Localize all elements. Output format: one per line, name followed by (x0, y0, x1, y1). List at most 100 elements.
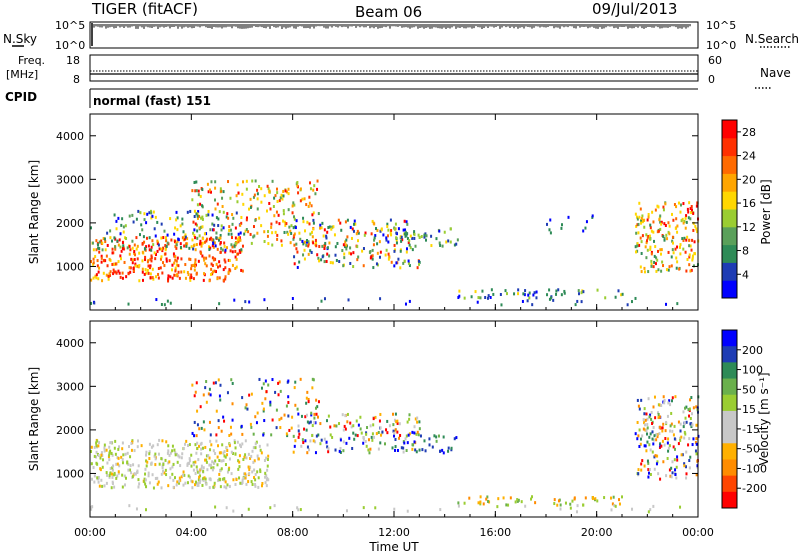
data-cell (113, 236, 116, 240)
data-cell (393, 431, 396, 435)
data-cell (138, 482, 141, 486)
data-cell (651, 210, 654, 214)
data-cell (656, 433, 659, 437)
data-cell (128, 244, 131, 248)
data-cell (553, 498, 556, 502)
data-cell (238, 236, 241, 240)
data-cell (379, 412, 382, 416)
data-cell (413, 425, 416, 429)
data-cell (630, 300, 633, 304)
data-cell (95, 276, 98, 280)
data-cell (293, 232, 296, 236)
data-cell (180, 456, 183, 460)
data-cell (136, 257, 139, 261)
data-cell (574, 303, 577, 307)
data-cell (294, 403, 297, 407)
data-cell (117, 269, 120, 273)
data-cell (275, 408, 278, 412)
radar-title: TIGER (fitACF) (91, 0, 198, 18)
data-cell (314, 192, 317, 196)
data-cell (505, 503, 508, 507)
data-cell (237, 459, 240, 463)
data-cell (667, 250, 670, 254)
data-cell (323, 437, 326, 441)
data-cell (158, 247, 161, 251)
data-cell (394, 445, 397, 449)
data-cell (578, 292, 581, 296)
data-cell (345, 509, 348, 513)
data-cell (398, 422, 401, 426)
data-cell (136, 264, 139, 268)
data-cell (214, 505, 217, 509)
data-cell (235, 478, 238, 482)
data-cell (411, 447, 414, 451)
data-cell (535, 296, 538, 300)
data-cell (413, 232, 416, 236)
data-cell (219, 233, 222, 237)
data-cell (683, 436, 686, 440)
data-cell (375, 432, 378, 436)
data-cell (548, 288, 551, 292)
data-cell (130, 448, 133, 452)
data-cell (668, 265, 671, 269)
data-cell (128, 214, 131, 218)
data-cell (636, 420, 639, 424)
data-cell (175, 218, 178, 222)
sky-left-label: N.Sky (3, 32, 37, 46)
data-cell (403, 441, 406, 445)
data-cell (197, 483, 200, 487)
data-cell (387, 252, 390, 256)
data-cell (227, 180, 230, 184)
data-cell (673, 437, 676, 441)
data-cell (302, 441, 305, 445)
colorbar-tick-label: 15 (742, 403, 756, 416)
data-cell (175, 273, 178, 277)
data-cell (195, 482, 198, 486)
data-cell (293, 234, 296, 238)
data-cell (236, 200, 239, 204)
data-cell (114, 245, 117, 249)
data-cell (315, 241, 318, 245)
data-cell (676, 224, 679, 228)
data-cell (283, 220, 286, 224)
data-cell (191, 189, 194, 193)
data-cell (231, 245, 234, 249)
cpid-mode-text: normal (fast) 151 (93, 94, 211, 108)
data-cell (386, 225, 389, 229)
data-cell (657, 268, 660, 272)
data-cell (226, 470, 229, 474)
data-cell (249, 205, 252, 209)
data-cell (144, 478, 147, 482)
data-cell (201, 241, 204, 245)
data-cell (675, 217, 678, 221)
data-cell (157, 243, 160, 247)
data-cell (295, 219, 298, 223)
data-cell (636, 217, 639, 221)
data-cell (490, 288, 493, 292)
data-cell (658, 403, 661, 407)
data-cell (109, 229, 112, 233)
data-cell (689, 455, 692, 459)
data-cell (221, 443, 224, 447)
data-cell (201, 215, 204, 219)
data-cell (673, 471, 676, 475)
data-cell (90, 507, 93, 511)
data-cell (197, 210, 200, 214)
data-cell (428, 443, 431, 447)
data-cell (406, 222, 409, 226)
data-cell (188, 457, 191, 461)
data-cell (355, 419, 358, 423)
data-cell (485, 497, 488, 501)
data-cell (644, 245, 647, 249)
data-cell (360, 431, 363, 435)
data-cell (139, 233, 142, 237)
data-cell (298, 432, 301, 436)
data-cell (195, 180, 198, 184)
data-cell (423, 439, 426, 443)
data-cell (418, 262, 421, 266)
data-cell (395, 420, 398, 424)
data-cell (669, 424, 672, 428)
data-cell (289, 229, 292, 233)
data-cell (125, 476, 128, 480)
data-cell (311, 377, 314, 381)
